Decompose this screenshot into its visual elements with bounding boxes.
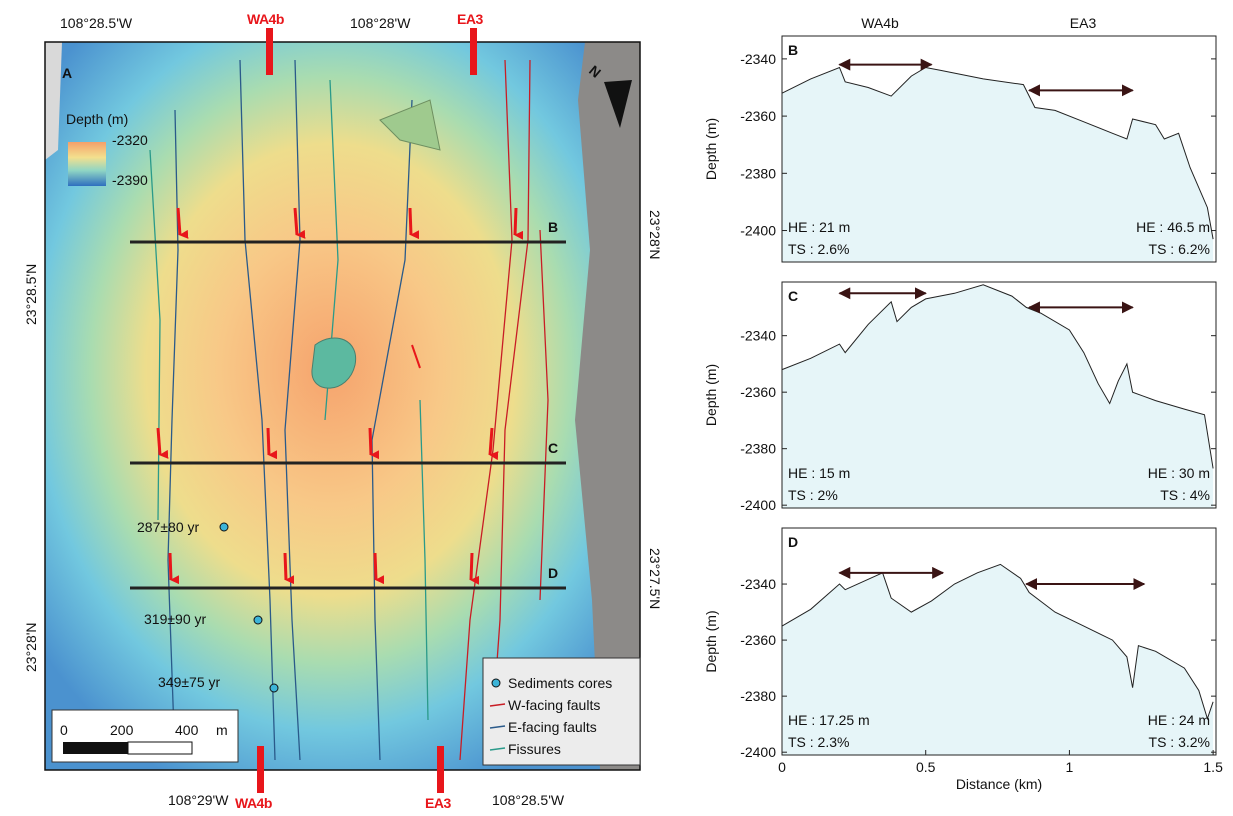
y-tick-label: -2380 <box>740 165 776 181</box>
legend-label: Sediments cores <box>508 675 612 691</box>
scale-label: m <box>216 722 228 738</box>
annotation: TS : 2.3% <box>788 734 849 750</box>
map: A B C D N 108°28.5'W 108°28'W 108°29'W 1… <box>23 11 663 811</box>
lat-label: 23°28.5'N <box>23 264 39 325</box>
annotation: HE : 46.5 m <box>1136 219 1210 235</box>
legend-label: Fissures <box>508 741 561 757</box>
annotation: TS : 4% <box>1160 487 1210 503</box>
panel-letter: C <box>788 288 798 304</box>
profiles: -2340 -2360 -2380 -2400 Depth (m) B WA4b EA3 HE … <box>703 15 1223 792</box>
annotation: HE : 30 m <box>1148 465 1210 481</box>
profile-label: WA4b <box>247 11 284 27</box>
y-tick-label: -2360 <box>740 632 776 648</box>
y-axis-label: Depth (m) <box>703 610 719 672</box>
x-tick-label: 0.5 <box>916 759 936 775</box>
y-tick-label: -2340 <box>740 328 776 344</box>
lon-label: 108°28.5'W <box>60 15 133 31</box>
profile-label: EA3 <box>1070 15 1097 31</box>
depth-legend-label: -2390 <box>112 172 148 188</box>
y-tick-label: -2360 <box>740 384 776 400</box>
annotation: TS : 2% <box>788 487 838 503</box>
y-tick-label: -2380 <box>740 441 776 457</box>
y-tick-label: -2340 <box>740 51 776 67</box>
annotation: HE : 24 m <box>1148 712 1210 728</box>
depth-colorbar <box>68 142 106 186</box>
depth-legend-label: -2320 <box>112 132 148 148</box>
panel-letter: D <box>788 534 798 550</box>
lon-label: 108°28.5'W <box>492 792 565 808</box>
scale-bar <box>128 742 192 754</box>
lat-label: 23°28'N <box>23 622 39 672</box>
annotation: HE : 17.25 m <box>788 712 870 728</box>
lon-label: 108°28'W <box>350 15 411 31</box>
scale-label: 0 <box>60 722 68 738</box>
section-label: C <box>548 440 558 456</box>
x-tick-label: 1.5 <box>1203 759 1223 775</box>
lat-label: 23°27.5'N <box>647 548 663 609</box>
scale-label: 200 <box>110 722 134 738</box>
annotation: TS : 3.2% <box>1149 734 1210 750</box>
profile-label: WA4b <box>235 795 272 811</box>
x-axis-label: Distance (km) <box>956 776 1042 792</box>
scale-bar <box>63 742 128 754</box>
annotation: TS : 6.2% <box>1149 241 1210 257</box>
y-axis-label: Depth (m) <box>703 118 719 180</box>
profile-label: WA4b <box>861 15 899 31</box>
profile-label: EA3 <box>425 795 451 811</box>
legend-label: E-facing faults <box>508 719 597 735</box>
annotation: HE : 15 m <box>788 465 850 481</box>
y-tick-label: -2340 <box>740 576 776 592</box>
y-tick-label: -2400 <box>740 497 776 513</box>
section-label: B <box>548 219 558 235</box>
legend-label: W-facing faults <box>508 697 600 713</box>
lat-label: 23°28'N <box>647 210 663 260</box>
section-label: D <box>548 565 558 581</box>
x-tick-label: 0 <box>778 759 786 775</box>
y-tick-label: -2400 <box>740 223 776 239</box>
core-age: 319±90 yr <box>144 611 207 627</box>
panel-letter: A <box>62 65 72 81</box>
lon-label: 108°29'W <box>168 792 229 808</box>
y-tick-label: -2360 <box>740 108 776 124</box>
depth-legend-title: Depth (m) <box>66 111 128 127</box>
core-age: 349±75 yr <box>158 674 221 690</box>
y-tick-label: -2380 <box>740 688 776 704</box>
panel-letter: B <box>788 42 798 58</box>
y-tick-label: -2400 <box>740 744 776 760</box>
figure: A B C D N 108°28.5'W 108°28'W 108°29'W 1… <box>0 0 1233 811</box>
annotation: TS : 2.6% <box>788 241 849 257</box>
profile-label: EA3 <box>457 11 483 27</box>
scale-label: 400 <box>175 722 199 738</box>
x-tick-label: 1 <box>1066 759 1074 775</box>
y-axis-label: Depth (m) <box>703 364 719 426</box>
annotation: HE : 21 m <box>788 219 850 235</box>
legend-marker <box>492 679 500 687</box>
core-age: 287±80 yr <box>137 519 200 535</box>
